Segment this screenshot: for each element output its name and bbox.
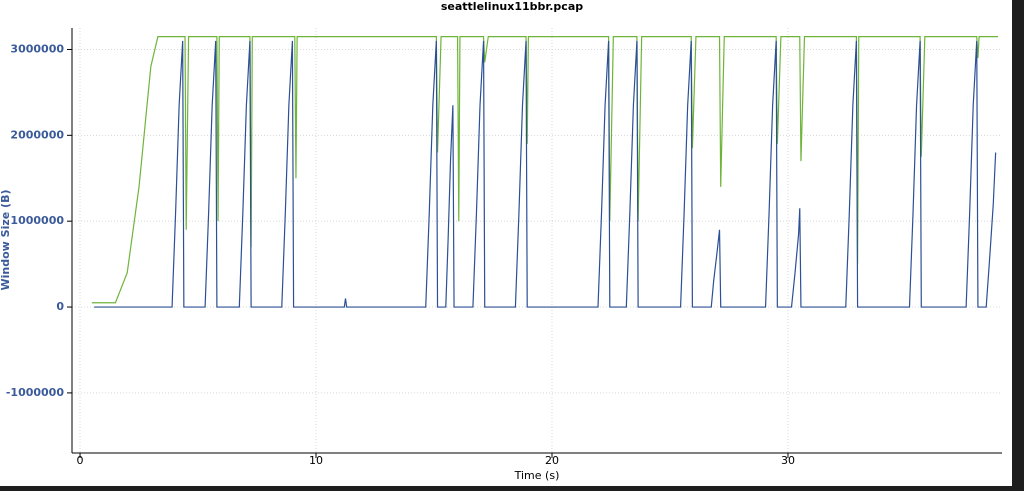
y-tick-label: 2000000 (10, 128, 64, 141)
window-edge (1012, 0, 1024, 491)
y-axis-label: Window Size (B) (0, 190, 12, 291)
x-tick-label: 10 (309, 454, 323, 467)
chart-title: seattlelinux11bbr.pcap (441, 0, 583, 13)
y-tick-label: 1000000 (10, 214, 64, 227)
series-line (94, 40, 997, 308)
series-line (91, 35, 998, 304)
y-tick-label: 0 (56, 300, 64, 313)
x-tick-label: 30 (781, 454, 795, 467)
y-tick-label: -1000000 (6, 386, 64, 399)
x-tick-label: 20 (545, 454, 559, 467)
y-tick-label: 3000000 (10, 42, 64, 55)
window-edge (0, 486, 1024, 491)
x-tick-label: 0 (77, 454, 84, 467)
x-axis-label: Time (s) (514, 469, 560, 482)
